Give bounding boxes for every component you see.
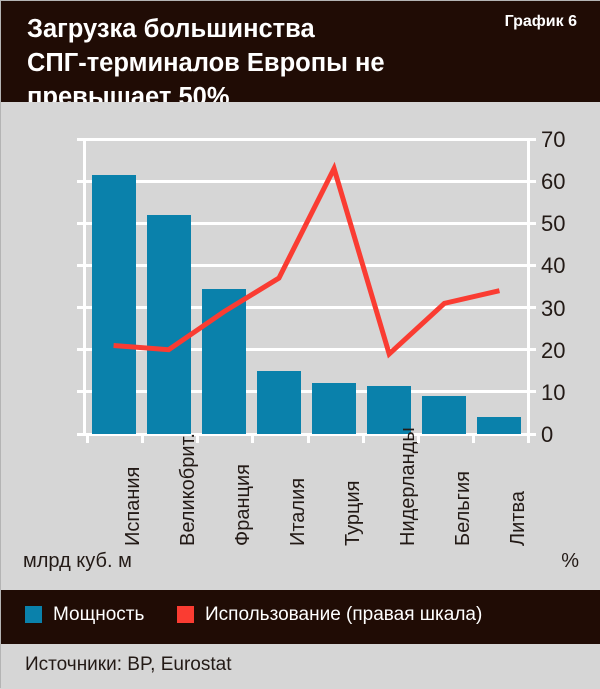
chart-header: Загрузка большинства СПГ-терминалов Евро… (1, 1, 600, 111)
gridline-40 (86, 263, 527, 267)
y-tick-mark (527, 263, 536, 267)
plot-area (77, 137, 536, 436)
y-tick-mark (527, 432, 536, 436)
y-tick-mark (77, 390, 86, 394)
x-tick-mark (361, 434, 365, 443)
x-label-Турция: Турция (342, 480, 365, 546)
bar-Бельгия (422, 396, 467, 434)
x-tick-mark (251, 434, 255, 443)
utilization-line (113, 161, 500, 359)
x-label-Бельгия: Бельгия (452, 471, 475, 546)
gridline-10 (86, 390, 527, 394)
x-tick-mark (196, 434, 200, 443)
y-tick-mark (527, 348, 536, 352)
y-tick-mark (77, 263, 86, 267)
x-label-Франция: Франция (231, 464, 254, 546)
x-tick-mark (141, 434, 145, 443)
chart-number-badge: График 6 (504, 13, 577, 30)
chart-legend: Мощность Использование (правая шкала) (1, 590, 600, 644)
legend-label-utilization: Использование (правая шкала) (205, 604, 483, 625)
y-tick-mark (527, 137, 536, 141)
bar-Италия (256, 370, 301, 434)
gridline-20 (86, 348, 527, 352)
x-label-Италия: Италия (286, 477, 309, 546)
bar-Испания (91, 174, 136, 434)
x-label-Испания: Испания (121, 466, 144, 546)
y-tick-mark (77, 306, 86, 310)
y-tick-mark (77, 137, 86, 141)
gridline-60 (86, 179, 527, 183)
legend-swatch-utilization (177, 606, 194, 623)
y-tick-mark (77, 432, 86, 436)
y-axis-right-line (527, 139, 530, 434)
y-axis-left-unit: млрд куб. м (23, 550, 132, 572)
y-tick-right-60: 60 (541, 169, 566, 195)
x-tick-mark (527, 434, 530, 443)
y-tick-mark (77, 348, 86, 352)
line-series (113, 161, 500, 359)
y-tick-right-20: 20 (541, 337, 566, 363)
legend-label-capacity: Мощность (53, 604, 145, 625)
y-tick-mark (77, 179, 86, 183)
legend-swatch-capacity (25, 606, 42, 623)
y-axis-left-line (83, 139, 86, 434)
x-label-Нидерланды: Нидерланды (397, 427, 420, 546)
x-tick-mark (471, 434, 475, 443)
y-tick-right-30: 30 (541, 295, 566, 321)
x-tick-mark (86, 434, 89, 443)
bar-Литва (477, 417, 522, 434)
x-tick-mark (306, 434, 310, 443)
y-tick-mark (527, 179, 536, 183)
y-tick-right-0: 0 (541, 422, 554, 447)
y-tick-right-50: 50 (541, 211, 566, 237)
legend-item-capacity: Мощность (25, 605, 144, 624)
y-tick-right-40: 40 (541, 253, 566, 279)
y-axis-right-unit: % (561, 550, 579, 572)
gridline-30 (86, 306, 527, 310)
bar-Нидерланды (367, 385, 412, 434)
x-label-Литва: Литва (507, 491, 530, 546)
y-tick-mark (527, 221, 536, 225)
sources-text: Источники: BP, Eurostat (25, 654, 232, 675)
x-label-Великобрит.: Великобрит. (176, 433, 199, 546)
y-tick-mark (527, 390, 536, 394)
gridline-70 (86, 137, 527, 141)
y-tick-mark (527, 306, 536, 310)
x-tick-mark (416, 434, 420, 443)
bar-Турция (312, 383, 357, 434)
y-tick-right-10: 10 (541, 379, 566, 405)
page-title: Загрузка большинства СПГ-терминалов Евро… (27, 15, 385, 111)
chart-footer: Источники: BP, Eurostat (1, 644, 600, 689)
bar-Великобрит. (146, 214, 191, 434)
legend-item-utilization: Использование (правая шкала) (177, 605, 482, 624)
y-tick-right-70: 70 (541, 127, 566, 152)
y-tick-mark (77, 221, 86, 225)
